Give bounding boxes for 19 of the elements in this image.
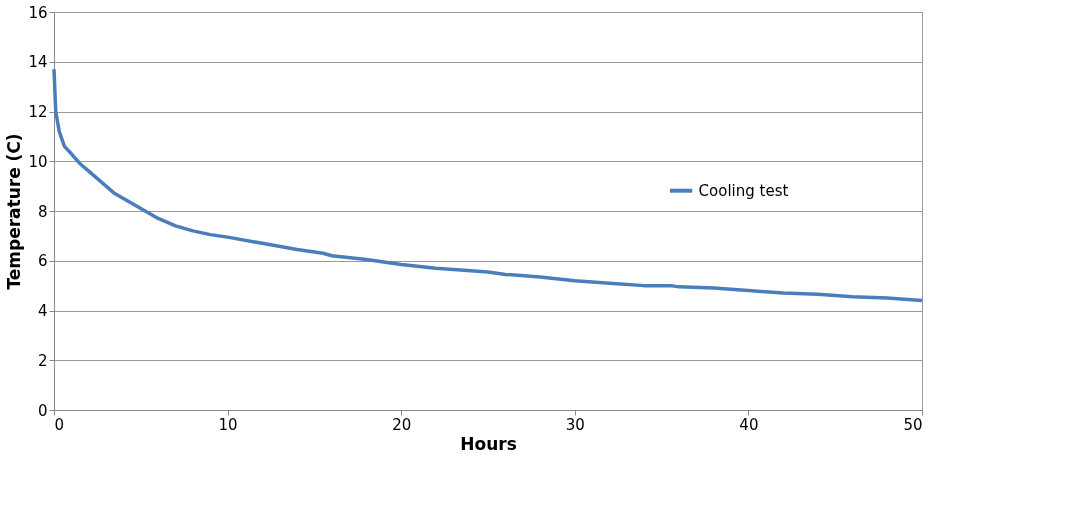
y-tick-label: 12 xyxy=(28,103,48,121)
y-tick-label: 16 xyxy=(28,3,48,22)
legend-label: Cooling test xyxy=(698,181,789,200)
line-series xyxy=(52,67,924,303)
y-tick-label: 10 xyxy=(28,152,48,171)
y-tick-label: 6 xyxy=(37,252,48,271)
x-axis-title: Hours xyxy=(460,433,517,454)
x-tick-label: 40 xyxy=(739,415,759,434)
y-tick-label: 0 xyxy=(37,401,48,420)
y-axis-title: Temperature (C) xyxy=(4,133,25,290)
x-tick-label: 0 xyxy=(54,415,65,434)
x-tick-label: 20 xyxy=(392,415,412,434)
y-tick-label: 4 xyxy=(37,302,48,320)
x-tick-label: 10 xyxy=(218,415,238,434)
y-tick-label: 8 xyxy=(37,202,48,221)
y-tick-label: 2 xyxy=(37,351,48,370)
x-tick-label: 30 xyxy=(565,415,585,434)
x-tick-label: 50 xyxy=(903,415,923,434)
y-tick-label: 14 xyxy=(28,53,48,72)
